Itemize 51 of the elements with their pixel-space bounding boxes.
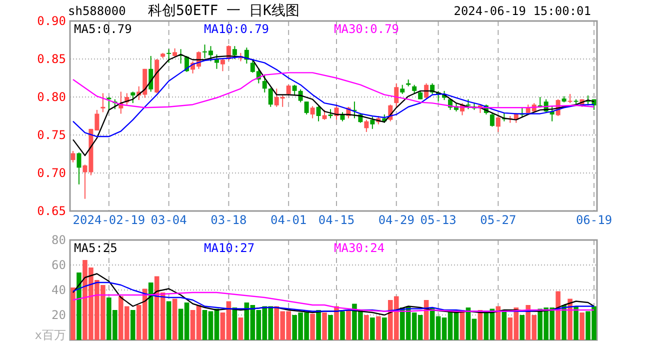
x-tick-label: 05-13 xyxy=(420,213,456,227)
bar xyxy=(382,318,387,340)
bar xyxy=(70,288,76,340)
text: MA5:25 xyxy=(74,241,118,255)
bar xyxy=(310,314,315,340)
bar xyxy=(364,315,369,340)
x-tick-label: 04-15 xyxy=(318,213,355,227)
y-tick-label: 0.65 xyxy=(37,204,66,218)
bar xyxy=(76,272,82,340)
x-tick-label: 06-19 xyxy=(576,213,612,227)
text: MA30:0.79 xyxy=(334,22,400,36)
text: MA10:0.79 xyxy=(204,22,270,36)
y-tick-label: 40 xyxy=(52,283,66,297)
bar xyxy=(130,310,136,340)
y-tick-label: 0.90 xyxy=(37,14,66,28)
bar xyxy=(580,312,584,340)
bar xyxy=(574,306,578,340)
bar xyxy=(370,318,375,340)
bar xyxy=(238,318,244,340)
bar xyxy=(346,310,351,340)
y-tick-label: 0.85 xyxy=(37,52,66,66)
y-tick-label: 0.80 xyxy=(37,90,66,104)
y-tick-label: 80 xyxy=(52,233,66,247)
header: sh588000 科创50ETF 一 日K线图 2024-06-19 15:00:01 xyxy=(68,3,591,19)
bar xyxy=(568,298,572,340)
bar xyxy=(316,310,321,340)
bar xyxy=(172,298,178,340)
y-tick-label: 0.70 xyxy=(37,166,66,180)
y-tick-label: 0.75 xyxy=(37,128,66,142)
x-tick-label: 2024-02-19 xyxy=(72,213,146,227)
x-tick-label: 05-27 xyxy=(480,213,516,227)
x-tick-label: 03-04 xyxy=(150,213,187,227)
bar xyxy=(562,305,566,340)
bar xyxy=(520,315,525,340)
bar xyxy=(334,306,339,340)
y-axis-title: x百万 xyxy=(34,328,66,342)
bar xyxy=(166,301,172,340)
bar xyxy=(556,291,560,340)
bar xyxy=(376,316,381,340)
bar xyxy=(322,312,327,340)
text: MA10:27 xyxy=(204,241,255,255)
y-tick-label: 20 xyxy=(52,308,66,322)
y-tick-label: 60 xyxy=(52,258,66,272)
x-tick-label: 03-18 xyxy=(210,213,247,227)
x-tick-label: 04-29 xyxy=(378,213,414,227)
bar xyxy=(328,315,333,340)
text: MA30:24 xyxy=(334,241,385,255)
x-tick-label: 04-01 xyxy=(270,213,307,227)
bar xyxy=(340,311,345,340)
text: MA5:0.79 xyxy=(74,22,132,36)
bar xyxy=(502,311,507,340)
